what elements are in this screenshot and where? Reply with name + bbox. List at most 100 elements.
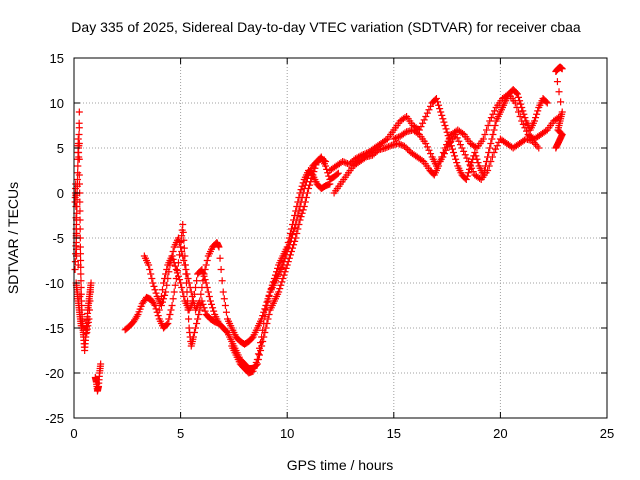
data-point [265,293,273,300]
data-point [202,261,210,269]
data-point [453,159,461,167]
data-point [270,275,278,282]
data-point [468,164,476,172]
data-point [466,161,474,169]
data-point [257,339,265,347]
data-point [443,128,451,136]
data-point [444,143,452,151]
x-axis-label: GPS time / hours [287,457,394,473]
data-point [334,169,342,177]
data-point [183,270,191,278]
data-point [515,93,523,101]
data-point [75,108,83,116]
data-point [171,281,179,289]
data-point [184,275,192,282]
data-point [268,281,276,289]
data-point [279,275,287,282]
data-point [273,268,281,276]
x-tick-label: 20 [493,426,507,441]
data-point [485,162,493,170]
data-point [168,302,176,309]
data-point [425,106,433,114]
data-point [180,257,188,264]
series-arc-6 [390,126,543,183]
data-point [463,172,471,180]
data-point [192,284,200,291]
data-point [151,302,159,309]
data-point [290,216,298,224]
data-point [333,170,341,178]
data-point [402,144,410,152]
data-point [557,98,565,106]
data-point [489,131,497,138]
data-point [343,160,351,168]
data-point [75,155,83,163]
data-point [523,127,531,135]
data-point [489,110,497,118]
data-point [259,326,267,334]
data-point [492,145,500,153]
data-point [170,259,178,267]
data-point [265,311,273,318]
data-point [177,279,185,287]
data-point [198,266,206,273]
data-point [463,154,471,162]
data-point [484,167,492,174]
data-point [163,321,171,329]
data-point [384,143,392,151]
x-tick-label: 10 [280,426,294,441]
data-point [196,297,204,305]
data-point [299,179,307,187]
data-point [150,300,158,308]
data-point [287,225,295,233]
data-point [76,207,84,215]
data-point [72,180,80,188]
data-point [97,360,105,368]
data-point [440,118,448,126]
data-point [553,78,561,86]
data-point [163,266,171,273]
chart-title: Day 335 of 2025, Sidereal Day-to-day VTE… [71,19,581,35]
data-point [476,174,484,182]
data-point [169,248,177,255]
series-early-spikes [71,108,95,354]
data-point [483,126,491,134]
data-point [535,144,543,152]
data-point [299,206,307,214]
data-point [542,127,550,135]
data-point [488,153,496,161]
data-point [190,290,198,298]
data-point [215,320,223,327]
data-point [518,117,526,125]
data-point [487,114,495,122]
data-point [200,304,208,312]
data-point [511,99,519,107]
data-point [76,243,84,251]
data-point [520,110,528,118]
series-late-cluster [552,63,566,152]
data-point [414,129,422,137]
data-point [185,315,193,323]
data-point [179,228,187,236]
y-tick-label: -10 [45,276,64,291]
data-point [360,154,368,162]
data-point [558,108,566,116]
data-point [258,333,266,341]
data-point [202,279,210,287]
data-point [491,122,499,129]
data-point [147,270,155,278]
data-point [253,356,261,363]
data-point [208,300,216,308]
data-point [203,257,211,264]
data-point [448,145,456,153]
data-point [195,311,203,318]
data-point [206,297,214,305]
data-point [532,140,540,148]
data-point [278,278,286,286]
data-point [199,269,207,277]
data-point [148,275,156,282]
data-point [75,131,83,138]
data-point [394,140,402,147]
data-point [519,107,527,115]
data-point [419,119,427,127]
